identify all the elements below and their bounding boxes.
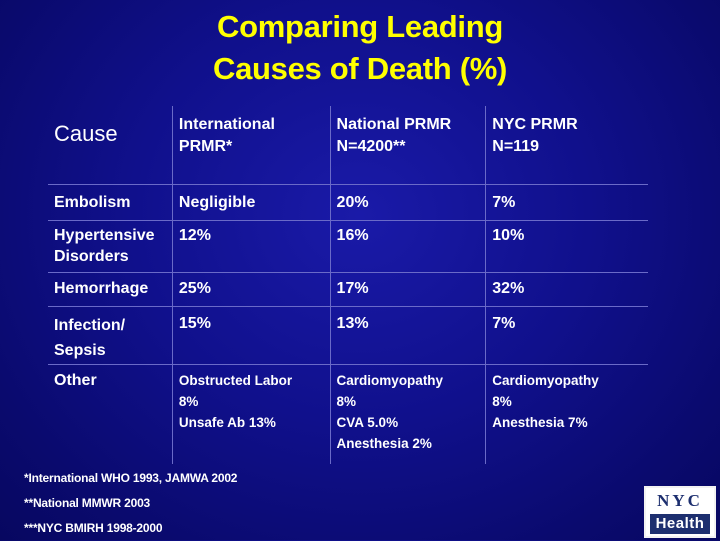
table-row-hemorrhage: Hemorrhage 25% 17% 32%: [48, 272, 648, 307]
header-international: International PRMR*: [172, 106, 331, 185]
cell-cause-line-1: Hypertensive: [54, 226, 155, 244]
cell-line-4: Anesthesia 2%: [336, 435, 432, 451]
cell-international: Negligible: [172, 184, 331, 221]
header-international-line-2: PRMR*: [178, 138, 233, 155]
cell-international: 15%: [172, 306, 331, 365]
cell-line-2: 8%: [492, 393, 512, 409]
cell-cause: Infection/ Sepsis: [48, 306, 173, 365]
cell-line-1: Obstructed Labor: [178, 372, 293, 388]
cell-cause: Other: [48, 364, 173, 464]
header-nyc-line-1: NYC PRMR: [492, 116, 578, 133]
header-nyc: NYC PRMR N=119: [485, 106, 648, 185]
table-row-hypertensive: Hypertensive Disorders 12% 16% 10%: [48, 220, 648, 273]
table-row-infection: Infection/ Sepsis 15% 13% 7%: [48, 306, 648, 365]
header-nyc-line-2: N=119: [492, 138, 539, 155]
footnote-national: **National MMWR 2003: [24, 496, 151, 510]
header-national: National PRMR N=4200**: [330, 106, 487, 185]
nyc-health-logo: NYC Health: [644, 486, 716, 538]
cell-cause-line-1: Infection/: [54, 316, 126, 334]
causes-table: Cause International PRMR* National PRMR …: [48, 106, 648, 464]
cell-national: 13%: [330, 306, 487, 365]
cell-international: 25%: [172, 272, 331, 307]
logo-nyc-text: NYC: [657, 491, 703, 510]
cell-cause-line-2: Disorders: [54, 247, 129, 265]
cell-national: 20%: [330, 184, 487, 221]
cell-nyc: 10%: [485, 220, 648, 273]
cell-line-3: CVA 5.0%: [336, 414, 399, 430]
cell-national: 17%: [330, 272, 487, 307]
header-national-line-1: National PRMR: [336, 116, 452, 133]
logo-health-text: Health: [650, 514, 710, 534]
cell-cause: Hypertensive Disorders: [48, 220, 173, 273]
cell-national: Cardiomyopathy 8% CVA 5.0% Anesthesia 2%: [330, 364, 487, 464]
cell-line-3: Unsafe Ab 13%: [178, 414, 276, 430]
title-line-2: Causes of Death (%): [212, 51, 508, 86]
table-row-other: Other Obstructed Labor 8% Unsafe Ab 13% …: [48, 364, 648, 464]
cell-line-3: Anesthesia 7%: [492, 414, 588, 430]
cell-nyc: 7%: [485, 306, 648, 365]
header-international-line-1: International: [178, 116, 275, 133]
header-cause: Cause: [48, 106, 173, 185]
cell-international: 12%: [172, 220, 331, 273]
cell-line-1: Cardiomyopathy: [336, 372, 444, 388]
cell-national: 16%: [330, 220, 487, 273]
header-national-line-2: N=4200**: [336, 138, 406, 155]
cell-cause-line-2: Sepsis: [54, 341, 106, 359]
cell-nyc: 32%: [485, 272, 648, 307]
cell-nyc: 7%: [485, 184, 648, 221]
cell-nyc: Cardiomyopathy 8% Anesthesia 7%: [486, 364, 648, 464]
title-line-1: Comparing Leading: [217, 9, 503, 44]
cell-line-2: 8%: [336, 393, 357, 409]
footnote-international: *International WHO 1993, JAMWA 2002: [24, 471, 238, 485]
cell-international: Obstructed Labor 8% Unsafe Ab 13%: [172, 364, 331, 464]
slide-title: Comparing Leading Causes of Death (%): [0, 6, 720, 90]
table-row-embolism: Embolism Negligible 20% 7%: [48, 184, 648, 221]
cell-line-1: Cardiomyopathy: [492, 372, 599, 388]
cell-cause: Embolism: [48, 184, 173, 221]
cell-line-2: 8%: [178, 393, 199, 409]
footnotes: *International WHO 1993, JAMWA 2002 **Na…: [24, 466, 237, 541]
footnote-nyc: ***NYC BMIRH 1998-2000: [24, 521, 163, 535]
cell-cause: Hemorrhage: [48, 272, 173, 307]
table-header-row: Cause International PRMR* National PRMR …: [48, 106, 648, 185]
